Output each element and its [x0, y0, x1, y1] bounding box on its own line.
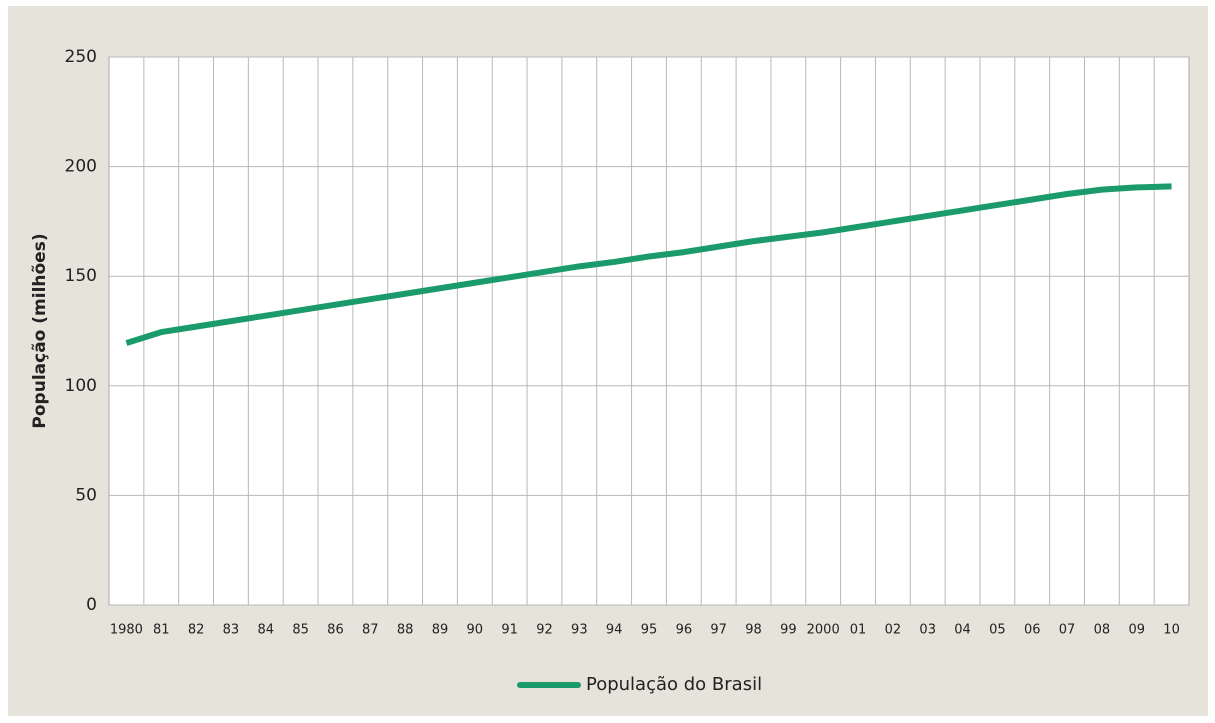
x-tick-label: 94: [606, 623, 623, 638]
x-tick-label: 1980: [110, 623, 143, 638]
x-tick-label: 05: [989, 623, 1006, 638]
plot-area: [108, 56, 1190, 606]
x-tick-label: 92: [536, 623, 553, 638]
y-tick-label: 50: [75, 485, 97, 505]
x-tick-label: 81: [153, 623, 170, 638]
x-tick-label: 87: [362, 623, 379, 638]
x-tick-label: 06: [1024, 623, 1041, 638]
x-tick-label: 96: [676, 623, 693, 638]
y-tick-label: 250: [65, 47, 97, 67]
x-tick-label: 95: [641, 623, 658, 638]
x-tick-label: 93: [571, 623, 588, 638]
x-tick-label: 85: [292, 623, 309, 638]
x-tick-label: 08: [1094, 623, 1111, 638]
x-tick-label: 90: [467, 623, 484, 638]
x-tick-label: 10: [1163, 623, 1180, 638]
y-tick-label: 150: [65, 266, 97, 286]
x-tick-label: 98: [745, 623, 762, 638]
y-tick-label: 0: [86, 595, 97, 615]
x-tick-label: 07: [1059, 623, 1076, 638]
x-tick-label: 82: [188, 623, 205, 638]
y-axis-label: População (milhões): [30, 233, 50, 428]
x-tick-label: 02: [885, 623, 902, 638]
legend-label: População do Brasil: [586, 674, 762, 695]
x-tick-label: 97: [710, 623, 727, 638]
x-tick-label: 83: [223, 623, 240, 638]
x-tick-label: 03: [919, 623, 936, 638]
line: [125, 183, 1172, 346]
x-tick-label: 84: [258, 623, 275, 638]
x-tick-label: 86: [327, 623, 344, 638]
x-tick-label: 2000: [807, 623, 840, 638]
x-tick-label: 09: [1128, 623, 1145, 638]
x-tick-label: 04: [954, 623, 971, 638]
x-tick-label: 01: [850, 623, 867, 638]
y-tick-label: 100: [65, 376, 97, 396]
y-tick-label: 200: [65, 157, 97, 177]
x-tick-label: 91: [501, 623, 518, 638]
x-tick-label: 89: [432, 623, 449, 638]
x-tick-label: 88: [397, 623, 414, 638]
x-tick-label: 99: [780, 623, 797, 638]
